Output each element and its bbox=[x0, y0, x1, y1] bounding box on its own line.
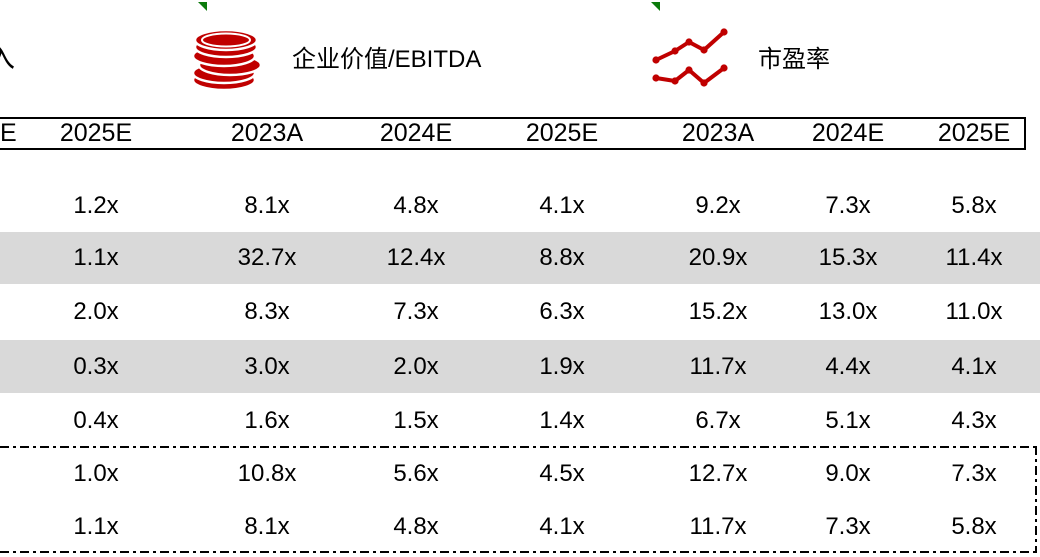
table-cell: 6.3x bbox=[539, 298, 585, 325]
table-row: 0.3x 3.0x 2.0x 1.9x 11.7x 4.4x 4.1x bbox=[0, 340, 1040, 393]
table-cell: 5.6x bbox=[393, 460, 439, 487]
table-cell: 4.8x bbox=[393, 192, 439, 219]
table-cell: 0.3x bbox=[73, 352, 119, 380]
table-cell: 13.0x bbox=[818, 298, 878, 325]
table-cell: 15.2x bbox=[688, 298, 748, 325]
table-cell: 15.3x bbox=[818, 244, 878, 271]
green-flag-icon bbox=[198, 2, 207, 11]
table-cell: 2.0x bbox=[73, 298, 119, 325]
table-cell: 7.3x bbox=[825, 512, 871, 540]
table-cell: 9.0x bbox=[825, 460, 871, 487]
table-cell: 1.5x bbox=[393, 406, 439, 434]
table-cell: 32.7x bbox=[237, 244, 297, 271]
legend-label-revenue-partial: 入 bbox=[0, 42, 16, 73]
table-cell: 4.4x bbox=[825, 352, 871, 380]
table-cell: 1.0x bbox=[73, 460, 119, 487]
summary-box-right-rule bbox=[1035, 446, 1037, 553]
table-cell: 11.0x bbox=[945, 298, 1003, 325]
table-cell: 20.9x bbox=[688, 244, 748, 271]
table-cell: 4.1x bbox=[539, 192, 585, 219]
table-cell: 5.8x bbox=[951, 192, 997, 219]
table-cell: 8.1x bbox=[244, 192, 290, 219]
table-cell: 1.4x bbox=[539, 406, 585, 434]
column-header: 2025E bbox=[525, 119, 599, 147]
column-header: 2023A bbox=[681, 119, 755, 147]
table-row: 1.1x 32.7x 12.4x 8.8x 20.9x 15.3x 11.4x bbox=[0, 232, 1040, 284]
table-cell: 7.3x bbox=[393, 298, 439, 325]
table-cell: 1.9x bbox=[539, 352, 585, 380]
table-row: 1.2x 8.1x 4.8x 4.1x 9.2x 7.3x 5.8x bbox=[0, 180, 1040, 232]
table-cell: 1.6x bbox=[244, 406, 290, 434]
table-cell: 5.8x bbox=[951, 512, 997, 540]
table-cell: 10.8x bbox=[237, 460, 297, 487]
table-cell: 11.4x bbox=[945, 244, 1003, 271]
table-cell: 3.0x bbox=[244, 352, 290, 380]
column-header: 2025E bbox=[59, 119, 133, 147]
table-cell: 11.7x bbox=[689, 512, 747, 540]
table-cell: 4.1x bbox=[539, 512, 585, 540]
table-cell: 7.3x bbox=[951, 460, 997, 487]
line-chart-icon bbox=[652, 28, 728, 87]
table-cell: 1.1x bbox=[73, 244, 119, 271]
column-header: 2023A bbox=[230, 119, 304, 147]
table-cell: 5.1x bbox=[825, 406, 871, 434]
table-cell: 8.3x bbox=[244, 298, 290, 325]
table-cell: 7.3x bbox=[825, 192, 871, 219]
table-cell: 12.4x bbox=[386, 244, 446, 271]
column-header-border bbox=[0, 117, 1026, 150]
green-flag-icon bbox=[651, 2, 660, 11]
table-cell: 6.7x bbox=[695, 406, 741, 434]
legend-label-pe: 市盈率 bbox=[758, 46, 830, 73]
table-cell: 11.7x bbox=[689, 352, 747, 380]
summary-box-top-rule bbox=[0, 446, 1038, 448]
table-cell: 4.1x bbox=[951, 352, 997, 380]
table-cell: 8.8x bbox=[539, 244, 585, 271]
column-header: 2024E bbox=[379, 119, 453, 147]
column-header: E bbox=[0, 119, 17, 147]
table-cell: 4.5x bbox=[539, 460, 585, 487]
table-row-summary: 1.0x 10.8x 5.6x 4.5x 12.7x 9.0x 7.3x bbox=[0, 448, 1040, 500]
table-cell: 4.3x bbox=[951, 406, 997, 434]
summary-box-bottom-rule bbox=[0, 551, 1038, 553]
table-cell: 1.2x bbox=[73, 192, 119, 219]
table-row: 0.4x 1.6x 1.5x 1.4x 6.7x 5.1x 4.3x bbox=[0, 393, 1040, 448]
table-cell: 1.1x bbox=[73, 512, 119, 540]
column-header: 2025E bbox=[937, 119, 1011, 147]
table-row: 2.0x 8.3x 7.3x 6.3x 15.2x 13.0x 11.0x bbox=[0, 284, 1040, 340]
column-header-row: E 2025E 2023A 2024E 2025E 2023A 2024E 20… bbox=[0, 117, 1040, 150]
table-cell: 0.4x bbox=[73, 406, 119, 434]
table-cell: 4.8x bbox=[393, 512, 439, 540]
table-body: 1.2x 8.1x 4.8x 4.1x 9.2x 7.3x 5.8x 1.1x … bbox=[0, 180, 1040, 553]
table-cell: 2.0x bbox=[393, 352, 439, 380]
coins-icon bbox=[191, 28, 263, 92]
table-cell: 8.1x bbox=[244, 512, 290, 540]
legend-label-ev-ebitda: 企业价值/EBITDA bbox=[292, 46, 482, 73]
table-cell: 9.2x bbox=[695, 192, 741, 219]
table-cell: 12.7x bbox=[688, 460, 748, 487]
table-row-summary: 1.1x 8.1x 4.8x 4.1x 11.7x 7.3x 5.8x bbox=[0, 500, 1040, 553]
column-header: 2024E bbox=[811, 119, 885, 147]
